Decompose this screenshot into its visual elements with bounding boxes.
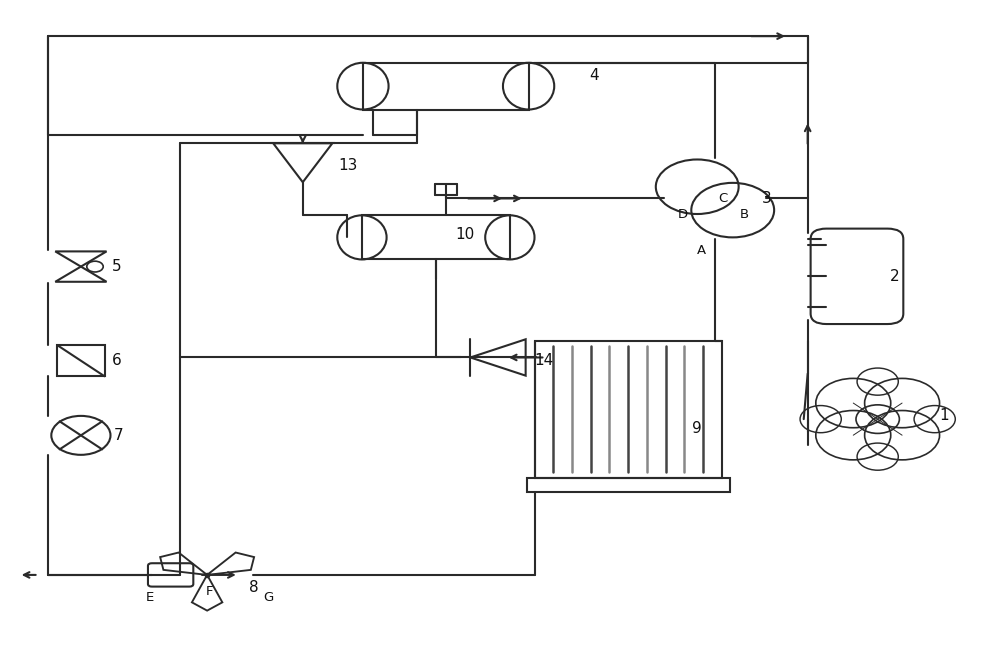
Text: 5: 5 bbox=[111, 259, 121, 274]
Text: 1: 1 bbox=[939, 408, 948, 424]
Bar bbox=[535, 341, 722, 477]
Text: 7: 7 bbox=[113, 428, 123, 443]
Text: 13: 13 bbox=[338, 158, 358, 174]
Text: F: F bbox=[205, 585, 213, 597]
Text: 6: 6 bbox=[111, 353, 121, 368]
Text: 8: 8 bbox=[249, 580, 258, 595]
Bar bbox=[57, 345, 105, 377]
Bar bbox=[362, 215, 510, 259]
Text: A: A bbox=[697, 244, 706, 257]
Text: 2: 2 bbox=[890, 269, 899, 284]
Text: D: D bbox=[677, 208, 687, 221]
Text: 3: 3 bbox=[761, 191, 771, 206]
Bar bbox=[527, 477, 730, 492]
Text: B: B bbox=[740, 208, 749, 221]
Text: 4: 4 bbox=[589, 68, 598, 83]
Text: G: G bbox=[263, 591, 273, 604]
Text: 9: 9 bbox=[692, 422, 702, 436]
Bar bbox=[363, 63, 529, 109]
Text: E: E bbox=[146, 591, 154, 604]
Text: 10: 10 bbox=[456, 227, 475, 241]
Text: C: C bbox=[718, 192, 727, 205]
Text: 14: 14 bbox=[535, 353, 554, 368]
